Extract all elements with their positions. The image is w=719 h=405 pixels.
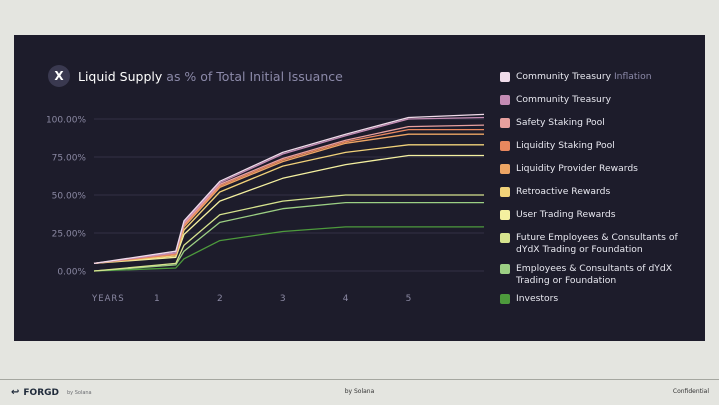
- footer-brand-by: by Solana: [66, 389, 92, 396]
- series-line: [93, 194, 484, 272]
- legend-item: Community Treasury: [500, 94, 700, 117]
- y-tick-label: 0.00%: [57, 268, 86, 278]
- y-tick-label: 100.00%: [46, 116, 86, 126]
- legend-swatch: [500, 164, 510, 174]
- legend-swatch: [500, 264, 510, 274]
- legend-item: Liquidity Provider Rewards: [500, 163, 700, 186]
- chart-title-main: Liquid Supply: [78, 68, 163, 84]
- y-tick-label: 25.00%: [52, 230, 87, 240]
- y-tick-label: 50.00%: [52, 192, 87, 202]
- legend-label: Community Treasury Inflation: [516, 71, 652, 82]
- x-tick-label: 5: [406, 294, 412, 304]
- legend-swatch: [500, 210, 510, 220]
- series-line: [93, 201, 484, 272]
- chart-title: X Liquid Supply as % of Total Initial Iss…: [48, 65, 343, 87]
- legend-label: Liquidity Provider Rewards: [516, 163, 638, 174]
- series-line: [93, 226, 484, 272]
- series-line: [93, 133, 484, 265]
- footer-brand-name: FORGD: [23, 387, 59, 398]
- line-chart: 0.00% 25.00% 50.00% 75.00% 100.00% YEARS 1 2 3 4 5: [46, 113, 485, 304]
- x-axis-label: YEARS: [91, 294, 125, 304]
- legend-swatch: [500, 141, 510, 151]
- series-line: [93, 116, 485, 265]
- legend-item: Future Employees & Consultants of dYdX T…: [500, 232, 700, 263]
- chart-legend: Community Treasury Inflation Community Tr…: [500, 71, 700, 315]
- legend-label: Community Treasury: [516, 94, 612, 105]
- legend-swatch: [500, 95, 510, 105]
- series-line: [93, 128, 484, 265]
- legend-label: Retroactive Rewards: [516, 186, 611, 197]
- legend-swatch: [500, 118, 510, 128]
- footer-center-text: by Solana: [344, 388, 375, 395]
- legend-item: Safety Staking Pool: [500, 117, 700, 140]
- legend-label: Future Employees & Consultants of dYdX T…: [516, 232, 678, 255]
- legend-item: Retroactive Rewards: [500, 186, 700, 209]
- x-tick-label: 4: [343, 294, 349, 304]
- legend-label-suffix: Inflation: [611, 71, 652, 82]
- slide-footer: ↩ FORGD by Solana by Solana Confidential: [0, 379, 719, 405]
- footer-brand: ↩ FORGD by Solana: [11, 387, 92, 398]
- legend-label: Safety Staking Pool: [516, 117, 605, 128]
- legend-item: Liquidity Staking Pool: [500, 140, 700, 163]
- legend-label: User Trading Rewards: [516, 209, 616, 220]
- series-line: [93, 144, 484, 265]
- series-line: [93, 113, 485, 265]
- dydx-logo-icon: X: [48, 65, 70, 87]
- legend-item: User Trading Rewards: [500, 209, 700, 232]
- x-tick-label: 1: [154, 294, 160, 304]
- footer-confidential: Confidential: [672, 388, 709, 395]
- legend-item: Community Treasury Inflation: [500, 71, 700, 94]
- x-tick-label: 3: [280, 294, 286, 304]
- legend-swatch: [500, 187, 510, 197]
- y-tick-label: 75.00%: [52, 154, 87, 164]
- legend-swatch: [500, 233, 510, 243]
- legend-item: Investors: [500, 293, 700, 315]
- legend-label: Employees & Consultants of dYdX Trading …: [516, 263, 673, 286]
- x-tick-label: 2: [217, 294, 223, 304]
- series-line: [93, 154, 484, 265]
- chart-panel: X Liquid Supply as % of Total Initial Iss…: [14, 35, 705, 341]
- legend-swatch: [500, 294, 510, 304]
- series-line: [93, 124, 485, 265]
- legend-label: Investors: [516, 293, 559, 304]
- chart-title-sub: as % of Total Initial Issuance: [166, 68, 343, 84]
- legend-item: Employees & Consultants of dYdX Trading …: [500, 263, 700, 293]
- legend-swatch: [500, 72, 510, 82]
- forgd-logo-icon: ↩: [11, 387, 20, 398]
- legend-label: Liquidity Staking Pool: [516, 140, 615, 151]
